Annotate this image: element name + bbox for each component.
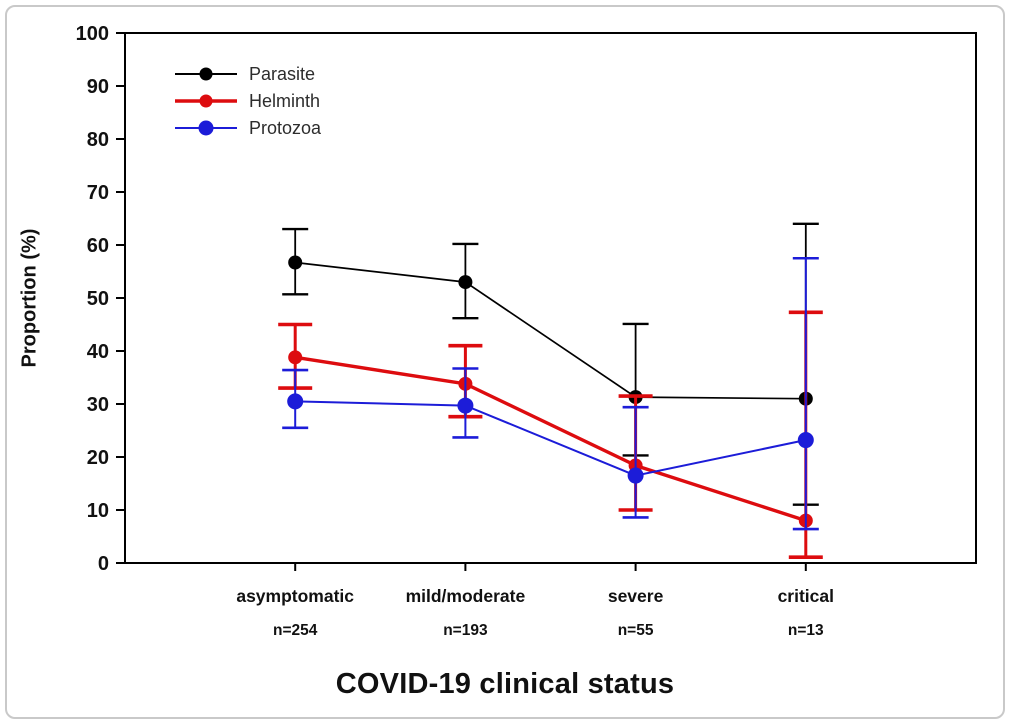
y-tick-label: 100 (76, 23, 109, 45)
y-tick-label: 60 (87, 235, 109, 257)
helminth-line (294, 355, 807, 523)
category-label: asymptomatic (236, 586, 354, 606)
y-axis-title: Proportion (%) (18, 228, 41, 368)
parasite-point (288, 255, 303, 270)
category-label: critical (778, 586, 834, 606)
legend-label: Protozoa (249, 117, 322, 138)
y-tick-label: 90 (87, 76, 109, 98)
legend-item-helminth: Helminth (174, 90, 321, 112)
protozoa-point (627, 467, 644, 484)
count-label: n=193 (443, 622, 488, 639)
protozoa-line (295, 400, 807, 477)
protozoa-marker-icon (175, 120, 237, 136)
protozoa-point (287, 393, 304, 410)
count-label: n=254 (273, 622, 318, 639)
helminth-point (288, 350, 303, 365)
helminth-marker-icon (175, 94, 237, 108)
protozoa-point (457, 397, 474, 414)
legend-item-protozoa: Protozoa (174, 117, 321, 139)
y-tick-label: 40 (87, 341, 109, 363)
legend: Parasite Helminth Protozoa (174, 63, 321, 139)
y-tick-label: 70 (87, 182, 109, 204)
y-tick-label: 20 (87, 447, 109, 469)
parasite-line (295, 261, 806, 400)
count-label: n=13 (788, 622, 824, 639)
legend-label: Parasite (249, 63, 316, 84)
count-label: n=55 (618, 622, 654, 639)
y-tick-label: 50 (87, 288, 109, 310)
x-axis-title: COVID-19 clinical status (335, 668, 675, 700)
y-tick-label: 30 (87, 394, 109, 416)
y-tick-label: 0 (98, 553, 109, 575)
parasite-marker-icon (175, 67, 237, 81)
y-tick-label: 10 (87, 500, 109, 522)
legend-label: Helminth (249, 90, 321, 111)
category-label: mild/moderate (406, 586, 526, 606)
legend-item-parasite: Parasite (174, 63, 321, 85)
category-label: severe (608, 586, 664, 606)
y-tick-label: 80 (87, 129, 109, 151)
parasite-point (458, 275, 473, 290)
protozoa-point (797, 432, 814, 449)
